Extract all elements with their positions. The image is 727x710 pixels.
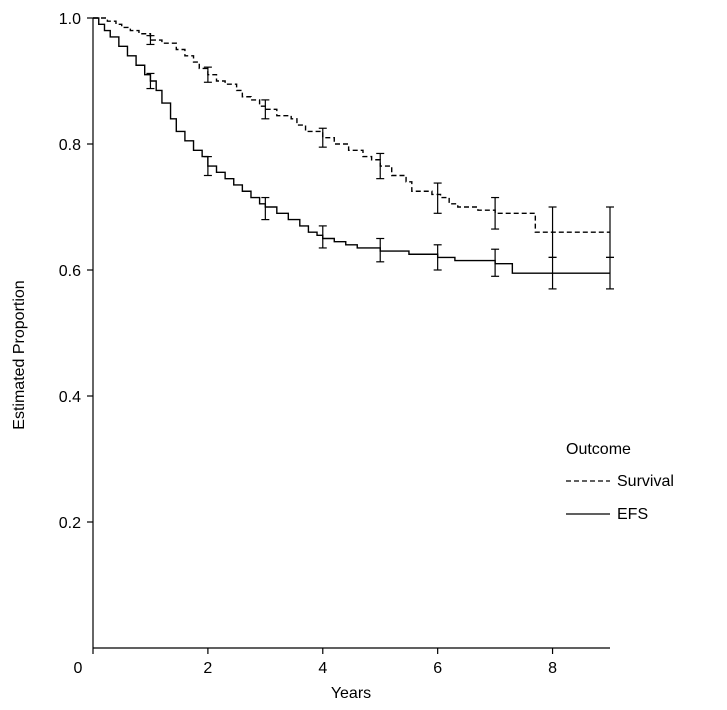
y-tick-label: 0.8 bbox=[59, 137, 81, 154]
error-bar-survival bbox=[261, 99, 270, 120]
error-bar-survival bbox=[146, 35, 155, 46]
error-bar-efs bbox=[606, 256, 614, 290]
x-tick-label: 6 bbox=[433, 660, 442, 677]
x-tick-label: 8 bbox=[548, 660, 557, 677]
series-layer bbox=[93, 17, 610, 274]
error-bar-efs bbox=[548, 256, 557, 290]
error-bar-survival bbox=[433, 182, 442, 214]
errorbar-layer bbox=[146, 35, 614, 290]
legend-label-survival: Survival bbox=[617, 473, 674, 490]
error-bar-efs bbox=[433, 244, 442, 271]
x-tick-label: 2 bbox=[203, 660, 212, 677]
error-bar-survival bbox=[203, 66, 212, 83]
x-tick-label: 0 bbox=[74, 660, 83, 677]
y-tick-label: 0.4 bbox=[59, 389, 81, 406]
y-tick-label: 0.6 bbox=[59, 263, 81, 280]
series-line-efs bbox=[93, 17, 610, 274]
y-ticks: 0.2 0.4 0.6 0.8 1.0 bbox=[59, 11, 93, 532]
y-tick-label: 0.2 bbox=[59, 515, 81, 532]
legend-label-efs: EFS bbox=[617, 506, 648, 523]
x-tick-label: 4 bbox=[318, 660, 327, 677]
y-tick-label: 1.0 bbox=[59, 11, 81, 28]
error-bar-survival bbox=[376, 152, 385, 180]
error-bar-efs bbox=[491, 248, 500, 277]
error-bar-efs bbox=[261, 196, 270, 221]
error-bar-efs bbox=[203, 156, 212, 177]
legend: Outcome Survival EFS bbox=[566, 441, 674, 523]
error-bar-efs bbox=[376, 237, 385, 263]
error-bar-survival bbox=[491, 196, 500, 230]
legend-title: Outcome bbox=[566, 441, 631, 458]
x-ticks: 0 2 4 6 8 bbox=[74, 648, 557, 677]
error-bar-efs bbox=[318, 225, 327, 249]
error-bar-efs bbox=[146, 72, 155, 90]
series-line-survival bbox=[93, 17, 610, 233]
y-axis-title: Estimated Proportion bbox=[11, 280, 28, 429]
error-bar-survival bbox=[318, 127, 327, 148]
x-axis-title: Years bbox=[331, 685, 371, 702]
